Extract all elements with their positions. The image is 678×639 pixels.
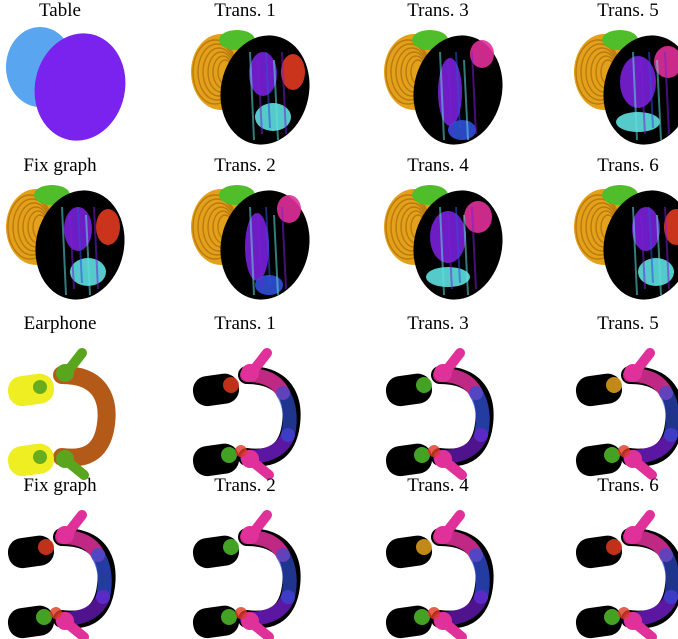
cell-figure: [378, 22, 503, 145]
cell-label: Trans. 2: [214, 475, 276, 496]
cell-figure: [0, 177, 125, 300]
cell-figure: [568, 177, 678, 300]
earphone-feature-map: [575, 348, 678, 480]
figure-image: [384, 185, 503, 300]
cell-label: Trans. 2: [214, 155, 276, 176]
cell-figure: [378, 335, 503, 480]
cell-figure: [378, 497, 503, 639]
figure-image: [192, 348, 301, 480]
figure-image: [191, 185, 310, 300]
table-feature-map: [384, 185, 503, 300]
cell-label: Trans. 3: [407, 0, 469, 21]
figure-image: [575, 510, 678, 639]
earphone-feature-map: [385, 348, 494, 480]
cell-figure: [185, 335, 310, 480]
cell-label: Trans. 4: [407, 475, 469, 496]
figure-image: [6, 185, 125, 300]
cell-label: Trans. 4: [407, 155, 469, 176]
figure-image: [574, 30, 678, 145]
figure-image: [385, 348, 494, 480]
figure-image: [7, 348, 116, 480]
cell-figure: [185, 22, 310, 145]
earphone-feature-map: [575, 510, 678, 639]
cell-label: Trans. 6: [597, 475, 659, 496]
cell-label: Table: [39, 0, 81, 21]
table-feature-map: [6, 185, 125, 300]
cell-figure: [0, 335, 125, 480]
cell-label: Earphone: [23, 313, 97, 334]
cell-label: Trans. 1: [214, 0, 276, 21]
earphone-feature-map: [7, 510, 116, 639]
figure-image: [6, 27, 126, 141]
earphone-feature-map: [192, 510, 301, 639]
cell-figure: [568, 335, 678, 480]
table-feature-map: [191, 30, 310, 145]
figure-image: [575, 348, 678, 480]
earphone-feature-map: [192, 348, 301, 480]
cell-label: Trans. 5: [597, 0, 659, 21]
cell-figure: [568, 22, 678, 145]
cell-label: Trans. 5: [597, 313, 659, 334]
figure-image: [192, 510, 301, 639]
cell-figure: [0, 22, 126, 141]
cell-figure: [378, 177, 503, 300]
cell-figure: [568, 497, 678, 639]
figure-image: [191, 30, 310, 145]
figure-image: [7, 510, 116, 639]
table-feature-map: [384, 30, 503, 145]
figure-image: [385, 510, 494, 639]
earphone-shape: [7, 348, 116, 480]
cell-label: Trans. 1: [214, 313, 276, 334]
figure-image: [574, 185, 678, 300]
cell-figure: [0, 497, 125, 639]
figure-image: [384, 30, 503, 145]
cell-label: Fix graph: [23, 475, 97, 496]
cell-figure: [185, 497, 310, 639]
table-feature-map: [191, 185, 310, 300]
cell-figure: [185, 177, 310, 300]
cell-label: Trans. 3: [407, 313, 469, 334]
earphone-feature-map: [385, 510, 494, 639]
table-feature-map: [574, 30, 678, 145]
table-top-disc: [34, 33, 126, 141]
table-feature-map: [574, 185, 678, 300]
cell-label: Fix graph: [23, 155, 97, 176]
cell-label: Trans. 6: [597, 155, 659, 176]
